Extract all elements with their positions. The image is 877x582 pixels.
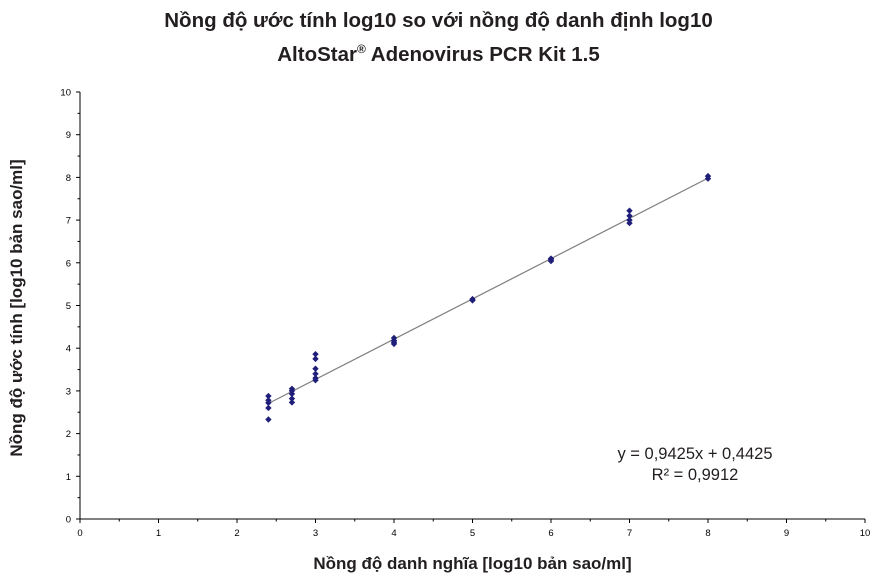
x-tick-label: 10	[860, 528, 871, 539]
data-point	[469, 297, 476, 304]
y-tick-label: 0	[66, 515, 71, 526]
regression-annotation: y = 0,9425x + 0,4425 R² = 0,9912	[580, 444, 810, 486]
data-point	[265, 399, 272, 407]
data-point	[312, 355, 319, 363]
trendline	[268, 177, 709, 405]
y-tick-label: 2	[66, 429, 71, 440]
regression-equation: y = 0,9425x + 0,4425	[617, 445, 773, 463]
data-point	[547, 257, 555, 265]
x-tick-label: 7	[627, 528, 632, 539]
title-brand: AltoStar	[277, 42, 357, 66]
y-axis-label: Nồng độ ước tính [log10 bản sao/ml]	[7, 158, 26, 457]
x-tick-label: 1	[156, 528, 161, 539]
y-tick-label: 7	[66, 216, 71, 227]
y-tick-label: 9	[66, 130, 71, 141]
data-point	[626, 207, 633, 214]
x-tick-label: 9	[784, 528, 789, 539]
data-point	[312, 377, 319, 384]
title-line-2: AltoStar® Adenovirus PCR Kit 1.5	[0, 35, 877, 69]
data-point	[288, 390, 296, 398]
x-tick-label: 3	[313, 528, 318, 539]
trendline-group	[268, 177, 709, 405]
data-point	[265, 392, 272, 400]
data-point	[626, 212, 633, 220]
y-tick-label: 3	[66, 386, 71, 397]
x-tick-label: 0	[77, 528, 82, 539]
y-tick-label: 10	[60, 88, 71, 99]
data-point	[265, 404, 272, 412]
x-tick-label: 2	[234, 528, 239, 539]
y-tick-label: 1	[66, 472, 71, 483]
y-tick-label: 8	[66, 173, 71, 184]
data-point	[288, 399, 296, 406]
title-kit-name: Adenovirus PCR Kit 1.5	[365, 42, 600, 66]
axes	[76, 91, 866, 523]
y-tick-label: 5	[66, 301, 71, 312]
x-tick-label: 8	[705, 528, 710, 539]
x-tick-label: 4	[391, 528, 396, 539]
data-point	[312, 350, 319, 358]
data-point	[312, 365, 319, 372]
tick-labels: 0 1 2 3 4 5 6 7 8 9 10 0 1 2 3 4 5 6 7 8 9 10	[60, 88, 870, 540]
data-point	[265, 416, 272, 423]
y-axis-label-wrap: Nồng độ ước tính [log10 bản sao/ml]	[4, 95, 30, 520]
chart-title: Nồng độ ước tính log10 so với nồng độ da…	[0, 6, 877, 69]
y-tick-label: 6	[66, 258, 71, 269]
data-point	[626, 219, 633, 227]
x-tick-label: 5	[470, 528, 475, 539]
x-tick-label: 6	[548, 528, 553, 539]
data-point	[312, 370, 319, 378]
data-point	[390, 340, 398, 348]
data-point	[704, 175, 712, 182]
data-point	[288, 395, 296, 402]
y-tick-label: 4	[66, 344, 71, 355]
data-points	[265, 172, 712, 423]
registered-mark: ®	[356, 42, 366, 56]
r-squared-value: R² = 0,9912	[651, 466, 739, 484]
title-line-1: Nồng độ ước tính log10 so với nồng độ da…	[164, 9, 713, 32]
x-axis-label: Nồng độ danh nghĩa [log10 bản sao/ml]	[313, 554, 632, 573]
